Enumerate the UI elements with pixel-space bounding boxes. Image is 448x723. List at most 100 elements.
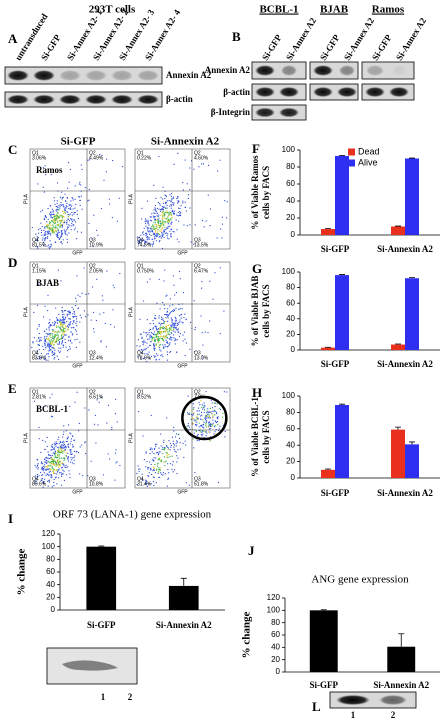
facs-dot	[159, 469, 161, 471]
facs-dot	[63, 313, 65, 315]
facs-dot	[209, 280, 211, 282]
facs-dot	[153, 217, 155, 219]
facs-dot	[167, 219, 169, 221]
facs-dot	[72, 333, 74, 335]
facs-dot	[59, 318, 61, 320]
facs-dot	[196, 440, 198, 442]
facs-dot	[63, 318, 65, 321]
facs-dot	[75, 297, 77, 299]
facs-dot	[171, 319, 173, 321]
facs-dot	[164, 201, 167, 204]
facs-dot	[158, 278, 160, 280]
facs-dot	[56, 317, 58, 319]
x-tick-label: Si-GFP	[321, 359, 350, 369]
facs-dot	[177, 197, 179, 199]
facs-dot	[36, 350, 38, 352]
facs-dot	[87, 314, 89, 316]
facs-dot	[173, 309, 175, 312]
facs-dot	[212, 424, 214, 426]
facs-dot	[169, 339, 171, 341]
facs-dot	[152, 481, 154, 483]
facs-dot	[166, 333, 168, 335]
facs-dot	[158, 338, 160, 340]
facs-dot	[54, 334, 56, 336]
facs-dot	[172, 212, 174, 214]
facs-dot	[172, 275, 174, 277]
facs-dot	[216, 413, 218, 415]
facs-dot	[184, 338, 186, 340]
facs-dot	[63, 321, 65, 323]
facs-dot	[43, 229, 45, 231]
facs-dot	[52, 219, 54, 221]
facs-dot	[62, 316, 64, 318]
facs-dot	[170, 236, 172, 238]
facs-dot	[190, 160, 193, 162]
facs-dot	[190, 418, 192, 421]
facs-dot	[57, 451, 59, 453]
facs-dot	[92, 245, 94, 248]
facs-dot	[165, 326, 168, 328]
facs-dot	[167, 218, 169, 220]
facs-dot	[167, 216, 169, 218]
facs-dot	[208, 428, 210, 430]
facs-dot	[163, 456, 166, 458]
facs-dot	[201, 411, 203, 413]
facs-dot	[172, 461, 174, 463]
facs-dot	[223, 391, 225, 393]
facs-dot	[150, 463, 152, 465]
panel-label: B	[232, 29, 241, 44]
facs-plot-frame	[29, 261, 126, 363]
facs-dot	[143, 300, 145, 302]
facs-dot	[137, 465, 139, 467]
facs-dot	[66, 320, 68, 323]
facs-dot	[38, 344, 41, 346]
y-tick-label: 20	[286, 457, 295, 466]
facs-dot	[57, 459, 59, 462]
facs-dot	[178, 437, 181, 439]
facs-dot	[69, 449, 71, 451]
facs-dot	[53, 216, 56, 218]
facs-dot	[53, 458, 55, 460]
facs-dot	[64, 230, 66, 232]
facs-dot	[208, 421, 210, 423]
facs-dot	[50, 476, 52, 478]
facs-dot	[215, 421, 217, 423]
facs-dot	[170, 331, 172, 334]
facs-dot	[154, 236, 156, 238]
bar	[335, 405, 349, 478]
facs-dot	[57, 436, 60, 438]
facs-dot	[159, 230, 161, 232]
facs-dot	[155, 452, 157, 454]
facs-dot	[159, 239, 161, 242]
facs-dot	[179, 278, 181, 280]
facs-dot	[167, 456, 169, 459]
facs-dot	[41, 479, 43, 481]
facs-dot	[70, 440, 72, 442]
quadrant-name: Q3	[89, 350, 96, 356]
facs-dot	[209, 411, 211, 413]
chart-title: ANG gene expression	[311, 574, 409, 586]
y-tick-label: 0	[291, 473, 296, 482]
facs-dot	[164, 473, 166, 475]
blot-band	[389, 86, 409, 98]
facs-dot	[49, 344, 51, 346]
facs-dot	[60, 223, 62, 225]
facs-dot	[188, 484, 190, 486]
facs-dot	[68, 162, 70, 164]
facs-dot	[64, 316, 67, 318]
facs-dot	[173, 469, 176, 471]
facs-dot	[153, 348, 155, 350]
facs-dot	[45, 474, 47, 476]
facs-dot	[182, 322, 184, 324]
facs-dot	[176, 214, 178, 216]
facs-dot	[52, 226, 54, 228]
y-axis-label: % change	[241, 612, 253, 659]
facs-dot	[45, 468, 47, 470]
facs-dot	[164, 230, 166, 233]
facs-dot	[37, 344, 39, 346]
facs-dot	[167, 469, 169, 471]
facs-dot	[209, 320, 211, 322]
facs-dot	[54, 349, 56, 351]
facs-dot	[216, 416, 218, 418]
facs-dot	[172, 443, 175, 445]
